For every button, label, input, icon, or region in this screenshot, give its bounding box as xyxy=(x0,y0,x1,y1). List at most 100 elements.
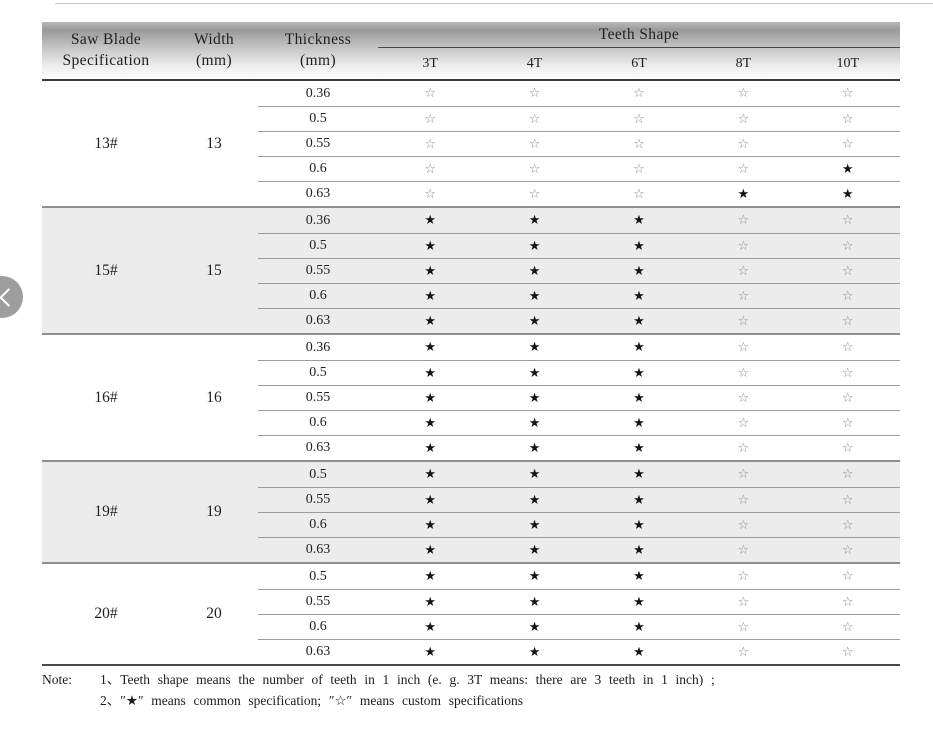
common-spec-star-icon: ★ xyxy=(528,492,541,508)
table-row: 0.6 ☆ ☆ ☆ ☆ ★ xyxy=(258,156,900,181)
common-spec-star-icon: ★ xyxy=(424,390,437,406)
common-spec-star-icon: ★ xyxy=(424,440,437,456)
table-row: 0.63 ★ ★ ★ ☆ ☆ xyxy=(258,435,900,460)
custom-spec-star-icon: ☆ xyxy=(633,161,645,177)
common-spec-star-icon: ★ xyxy=(633,440,645,456)
common-spec-star-icon: ★ xyxy=(633,288,645,304)
top-divider xyxy=(55,3,933,4)
common-spec-star-icon: ★ xyxy=(528,415,541,431)
table-row: 0.5 ★ ★ ★ ☆ ☆ xyxy=(258,462,900,487)
header-col-8t: 8T xyxy=(735,55,752,71)
custom-spec-star-icon: ☆ xyxy=(737,594,750,610)
common-spec-star-icon: ★ xyxy=(633,492,645,508)
custom-spec-star-icon: ☆ xyxy=(737,415,750,431)
common-spec-star-icon: ★ xyxy=(528,440,541,456)
thickness-cell: 0.55 xyxy=(305,390,331,405)
common-spec-star-icon: ★ xyxy=(633,313,645,329)
custom-spec-star-icon: ☆ xyxy=(841,86,854,101)
common-spec-star-icon: ★ xyxy=(424,365,437,381)
header-width-line2: (mm) xyxy=(195,51,233,69)
table-row: 0.5 ★ ★ ★ ☆ ☆ xyxy=(258,233,900,258)
table-row: 0.36 ☆ ☆ ☆ ☆ ☆ xyxy=(258,81,900,106)
common-spec-star-icon: ★ xyxy=(528,569,541,584)
custom-spec-star-icon: ☆ xyxy=(737,619,750,635)
table-row: 0.63 ★ ★ ★ ☆ ☆ xyxy=(258,639,900,664)
custom-spec-star-icon: ☆ xyxy=(841,542,854,558)
common-spec-star-icon: ★ xyxy=(528,619,541,635)
common-spec-star-icon: ★ xyxy=(528,542,541,558)
header-col-4t: 4T xyxy=(526,55,543,71)
common-spec-star-icon: ★ xyxy=(528,365,541,381)
note-item-1: 1、Teeth shape means the number of teeth … xyxy=(100,672,715,687)
common-spec-star-icon: ★ xyxy=(424,644,437,660)
custom-spec-star-icon: ☆ xyxy=(633,86,645,101)
thickness-cell: 0.5 xyxy=(309,568,327,584)
thickness-cell: 0.5 xyxy=(309,238,327,253)
spec-group: 19# 19 0.5 ★ ★ ★ ☆ ☆ 0.55 ★ ★ ★ ☆ ☆ 0.6 ★ ★ ★ ☆ ☆ 0.63 ★ ★ ★ ☆ ☆ xyxy=(42,460,900,562)
group-rows: 0.5 ★ ★ ★ ☆ ☆ 0.55 ★ ★ ★ ☆ ☆ 0.6 ★ ★ ★ ☆ ☆ 0.63 ★ ★ ★ ☆ ☆ xyxy=(258,462,900,562)
custom-spec-star-icon: ☆ xyxy=(841,569,854,584)
spec-group: 16# 16 0.36 ★ ★ ★ ☆ ☆ 0.5 ★ ★ ★ ☆ ☆ 0.55 ★ ★ ★ ☆ ☆ 0.6 ★ ★ ★ ☆ ☆ 0… xyxy=(42,333,900,460)
table-row: 0.55 ★ ★ ★ ☆ ☆ xyxy=(258,258,900,283)
thickness-cell: 0.5 xyxy=(309,365,327,380)
custom-spec-star-icon: ☆ xyxy=(424,86,437,101)
header-teeth-columns: 3T 4T 6T 8T 10T xyxy=(378,48,900,79)
common-spec-star-icon: ★ xyxy=(633,644,645,660)
custom-spec-star-icon: ☆ xyxy=(841,415,854,431)
custom-spec-star-icon: ☆ xyxy=(841,365,854,381)
thickness-cell: 0.6 xyxy=(309,161,327,176)
custom-spec-star-icon: ☆ xyxy=(737,213,750,228)
common-spec-star-icon: ★ xyxy=(633,365,645,381)
common-spec-star-icon: ★ xyxy=(424,492,437,508)
custom-spec-star-icon: ☆ xyxy=(424,136,437,152)
spec-group: 15# 15 0.36 ★ ★ ★ ☆ ☆ 0.5 ★ ★ ★ ☆ ☆ 0.55 ★ ★ ★ ☆ ☆ 0.6 ★ ★ ★ ☆ ☆ 0… xyxy=(42,206,900,333)
table-row: 0.5 ★ ★ ★ ☆ ☆ xyxy=(258,564,900,589)
common-spec-star-icon: ★ xyxy=(633,390,645,406)
spec-cell: 16# xyxy=(94,388,118,406)
custom-spec-star-icon: ☆ xyxy=(737,440,750,456)
common-spec-star-icon: ★ xyxy=(633,340,645,355)
common-spec-star-icon: ★ xyxy=(424,467,437,482)
header-thickness-line1: Thickness xyxy=(284,31,352,49)
thickness-cell: 0.36 xyxy=(305,339,331,355)
custom-spec-star-icon: ☆ xyxy=(737,569,750,584)
common-spec-star-icon: ★ xyxy=(424,340,437,355)
saw-blade-spec-table: Saw Blade Specification Width (mm) Thick… xyxy=(42,22,900,666)
header-col-3t: 3T xyxy=(422,55,438,71)
common-spec-star-icon: ★ xyxy=(424,238,437,254)
header-width-line1: Width xyxy=(193,31,235,49)
custom-spec-star-icon: ☆ xyxy=(841,238,854,254)
custom-spec-star-icon: ☆ xyxy=(424,111,437,127)
common-spec-star-icon: ★ xyxy=(528,213,541,228)
custom-spec-star-icon: ☆ xyxy=(841,492,854,508)
custom-spec-star-icon: ☆ xyxy=(633,111,645,127)
custom-spec-star-icon: ☆ xyxy=(528,161,541,177)
custom-spec-star-icon: ☆ xyxy=(841,111,854,127)
custom-spec-star-icon: ☆ xyxy=(841,644,854,660)
spec-cell: 15# xyxy=(94,261,118,279)
custom-spec-star-icon: ☆ xyxy=(737,340,750,355)
common-spec-star-icon: ★ xyxy=(528,313,541,329)
table-header: Saw Blade Specification Width (mm) Thick… xyxy=(42,22,900,81)
thickness-cell: 0.5 xyxy=(309,111,327,126)
custom-spec-star-icon: ☆ xyxy=(841,263,854,279)
common-spec-star-icon: ★ xyxy=(633,517,645,533)
note-block: Note: 1、Teeth shape means the number of … xyxy=(42,670,914,712)
common-spec-star-icon: ★ xyxy=(424,542,437,558)
table-row: 0.55 ★ ★ ★ ☆ ☆ xyxy=(258,487,900,512)
header-spec-line2: Specification xyxy=(62,51,150,69)
common-spec-star-icon: ★ xyxy=(424,313,437,329)
custom-spec-star-icon: ☆ xyxy=(528,111,541,127)
thickness-cell: 0.55 xyxy=(305,492,331,507)
header-spec-line1: Saw Blade xyxy=(70,31,142,49)
common-spec-star-icon: ★ xyxy=(528,467,541,482)
spec-group: 20# 20 0.5 ★ ★ ★ ☆ ☆ 0.55 ★ ★ ★ ☆ ☆ 0.6 ★ ★ ★ ☆ ☆ 0.63 ★ ★ ★ ☆ ☆ xyxy=(42,562,900,664)
table-row: 0.6 ★ ★ ★ ☆ ☆ xyxy=(258,512,900,537)
custom-spec-star-icon: ☆ xyxy=(841,440,854,456)
custom-spec-star-icon: ☆ xyxy=(737,136,750,152)
custom-spec-star-icon: ☆ xyxy=(737,161,750,177)
spec-group: 13# 13 0.36 ☆ ☆ ☆ ☆ ☆ 0.5 ☆ ☆ ☆ ☆ ☆ 0.55 ☆ ☆ ☆ ☆ ☆ 0.6 ☆ ☆ ☆ ☆ ★ 0… xyxy=(42,81,900,206)
prev-page-button[interactable] xyxy=(0,276,23,318)
custom-spec-star-icon: ☆ xyxy=(737,644,750,660)
